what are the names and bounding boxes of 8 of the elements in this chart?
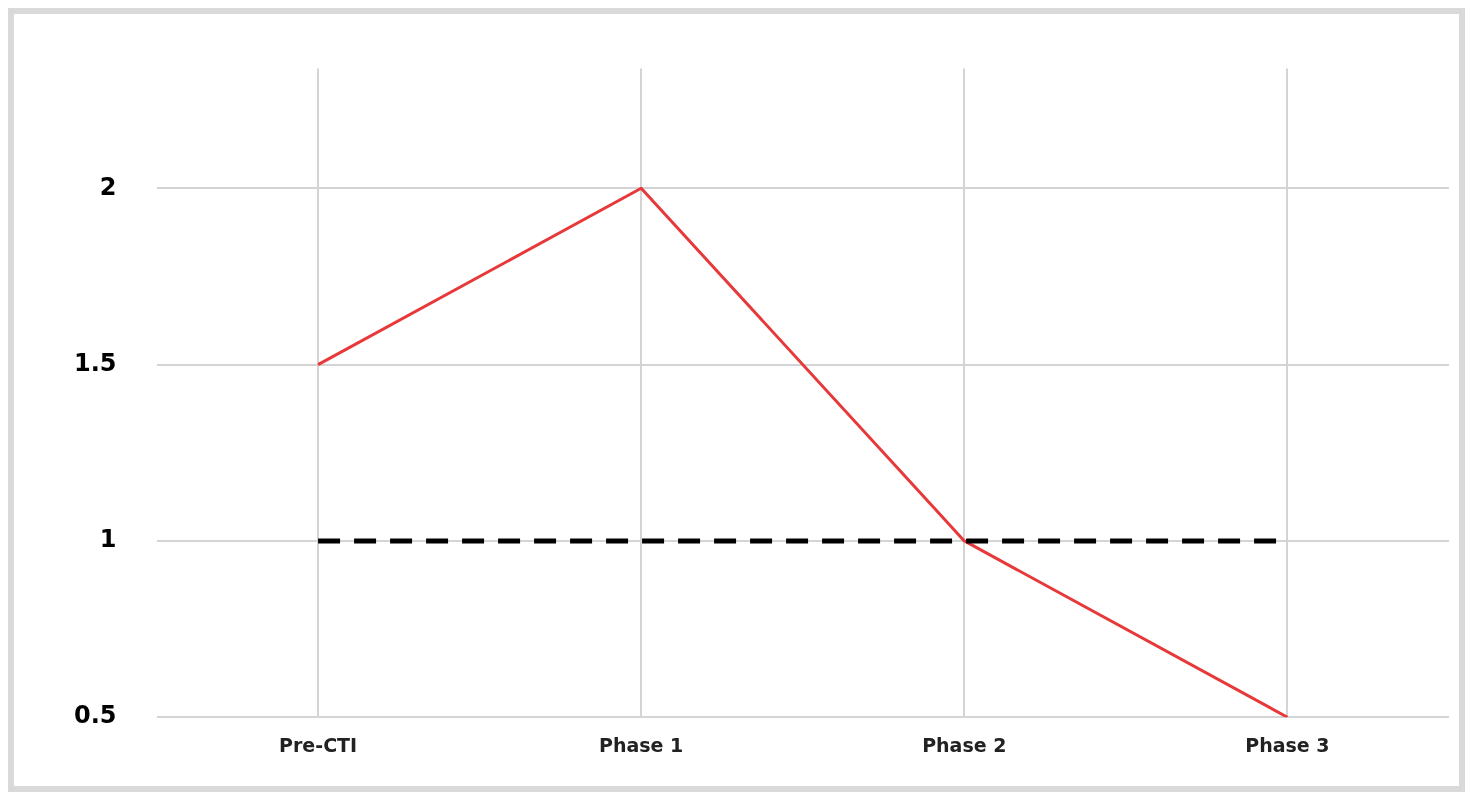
x-tick-label: Phase 1: [599, 733, 684, 756]
y-tick-label: 0.5: [74, 701, 117, 730]
x-tick-label: Phase 2: [922, 733, 1007, 756]
x-tick-label: Pre-CTI: [279, 733, 358, 756]
y-tick-label: 1: [99, 525, 117, 554]
y-tick-label: 2: [99, 172, 117, 201]
x-tick-label: Phase 3: [1245, 733, 1330, 756]
y-tick-label: 1.5: [74, 348, 117, 377]
